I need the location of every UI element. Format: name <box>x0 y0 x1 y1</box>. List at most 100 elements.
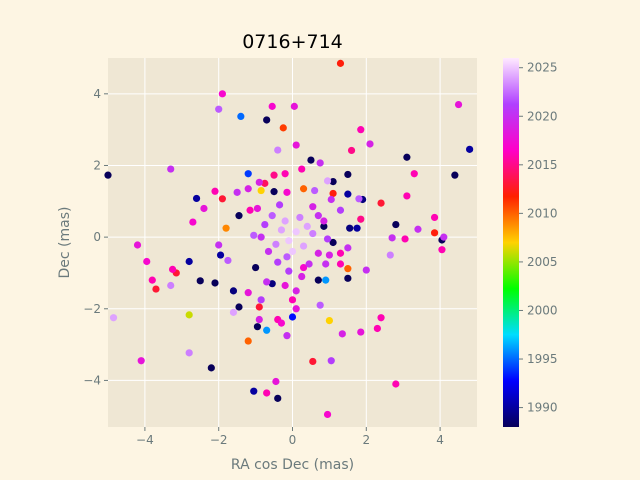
x-tick-label: 2 <box>362 433 370 447</box>
data-point <box>281 170 289 178</box>
data-point <box>323 235 332 243</box>
data-point <box>244 185 252 193</box>
data-point <box>235 303 243 311</box>
data-point <box>268 102 276 110</box>
data-point <box>237 112 245 120</box>
data-point <box>274 394 282 402</box>
data-point <box>281 281 289 290</box>
data-point <box>288 247 297 256</box>
data-point <box>255 178 263 186</box>
data-point <box>235 212 243 220</box>
data-point <box>451 171 459 179</box>
data-point <box>152 285 160 293</box>
data-point <box>244 289 252 297</box>
data-point <box>215 105 223 113</box>
data-point <box>246 206 254 214</box>
y-tick-label: −2 <box>83 302 101 316</box>
data-point <box>430 213 439 222</box>
data-point <box>277 226 286 234</box>
data-point <box>323 410 332 419</box>
data-point <box>196 277 204 285</box>
data-point <box>185 311 193 319</box>
data-point <box>353 224 361 232</box>
data-point <box>272 377 280 386</box>
data-point <box>279 124 287 132</box>
data-point <box>292 287 300 295</box>
data-point <box>288 313 297 321</box>
data-point <box>357 126 365 134</box>
data-point <box>327 195 335 204</box>
data-point <box>338 330 346 338</box>
data-point <box>414 225 422 233</box>
data-point <box>329 238 337 247</box>
data-point <box>298 165 306 173</box>
data-point <box>320 217 328 225</box>
data-point <box>270 188 278 196</box>
data-point <box>285 267 293 275</box>
data-point <box>253 204 262 213</box>
data-point <box>309 357 317 366</box>
data-point <box>292 305 300 313</box>
data-point <box>329 177 337 186</box>
data-point <box>270 171 278 179</box>
data-point <box>257 233 265 241</box>
data-point <box>311 186 319 195</box>
colorbar-tick-label: 2020 <box>527 109 558 123</box>
data-point <box>392 380 400 388</box>
data-point <box>344 170 352 179</box>
x-axis-ticks: −4 −2 0 2 4 <box>136 427 444 447</box>
data-point <box>292 141 300 149</box>
colorbar-tick-label: 2005 <box>527 255 558 269</box>
data-point <box>288 296 297 304</box>
data-point <box>314 212 322 220</box>
data-point <box>185 257 193 266</box>
x-tick-label: 0 <box>289 433 297 447</box>
data-point <box>218 90 226 98</box>
y-tick-label: 4 <box>93 87 101 101</box>
data-point <box>281 217 289 225</box>
data-point <box>336 59 345 67</box>
data-point <box>257 296 265 304</box>
y-axis-ticks: −4 −2 0 2 4 <box>83 87 108 387</box>
colorbar <box>503 58 519 427</box>
data-point <box>346 224 354 232</box>
data-point <box>189 218 197 226</box>
data-point <box>362 266 370 274</box>
data-point <box>133 241 142 249</box>
data-point <box>336 206 345 214</box>
data-point <box>211 279 219 287</box>
data-point <box>410 170 418 178</box>
data-point <box>244 170 252 178</box>
data-point <box>336 260 345 268</box>
data-point <box>357 215 365 223</box>
data-point <box>430 229 439 237</box>
data-point <box>207 364 215 372</box>
x-axis-label: RA cos Dec (mas) <box>231 457 354 473</box>
data-point <box>309 203 317 211</box>
data-point <box>309 229 317 238</box>
data-point <box>377 199 385 207</box>
x-tick-label: −4 <box>136 433 154 447</box>
data-point <box>357 328 365 336</box>
data-point <box>218 195 226 203</box>
data-point <box>167 165 175 173</box>
data-point <box>344 265 352 273</box>
data-point <box>296 213 304 222</box>
data-point <box>255 315 263 324</box>
data-point <box>148 276 156 284</box>
data-point <box>285 237 293 245</box>
data-point <box>344 274 352 282</box>
data-point <box>438 246 446 254</box>
data-point <box>268 212 276 220</box>
data-point <box>192 194 201 203</box>
data-point <box>250 387 258 395</box>
data-point <box>261 179 269 187</box>
data-point <box>292 228 300 236</box>
data-point <box>283 253 291 261</box>
data-point <box>466 145 474 153</box>
chart-title: 0716+714 <box>242 31 343 53</box>
data-point <box>322 260 330 268</box>
data-point <box>327 357 335 365</box>
data-point <box>216 251 225 259</box>
